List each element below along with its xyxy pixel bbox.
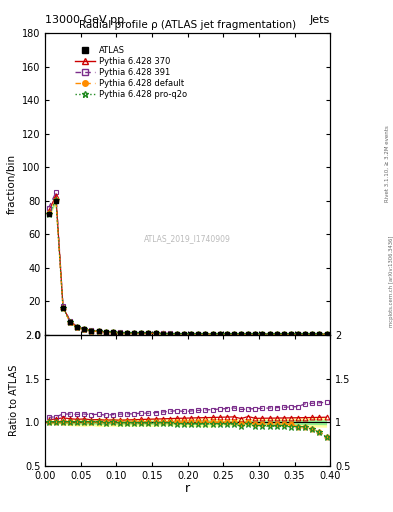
Title: Radial profile ρ (ATLAS jet fragmentation): Radial profile ρ (ATLAS jet fragmentatio… — [79, 20, 296, 30]
Text: 13000 GeV pp: 13000 GeV pp — [45, 14, 124, 25]
Y-axis label: fraction/bin: fraction/bin — [6, 154, 16, 214]
Text: Jets: Jets — [310, 14, 330, 25]
Legend: ATLAS, Pythia 6.428 370, Pythia 6.428 391, Pythia 6.428 default, Pythia 6.428 pr: ATLAS, Pythia 6.428 370, Pythia 6.428 39… — [72, 44, 189, 102]
Text: mcplots.cern.ch [arXiv:1306.3436]: mcplots.cern.ch [arXiv:1306.3436] — [389, 236, 393, 327]
Text: Rivet 3.1.10, ≥ 3.2M events: Rivet 3.1.10, ≥ 3.2M events — [385, 125, 389, 202]
X-axis label: r: r — [185, 482, 190, 495]
Y-axis label: Ratio to ATLAS: Ratio to ATLAS — [9, 365, 19, 436]
Text: ATLAS_2019_I1740909: ATLAS_2019_I1740909 — [144, 234, 231, 243]
